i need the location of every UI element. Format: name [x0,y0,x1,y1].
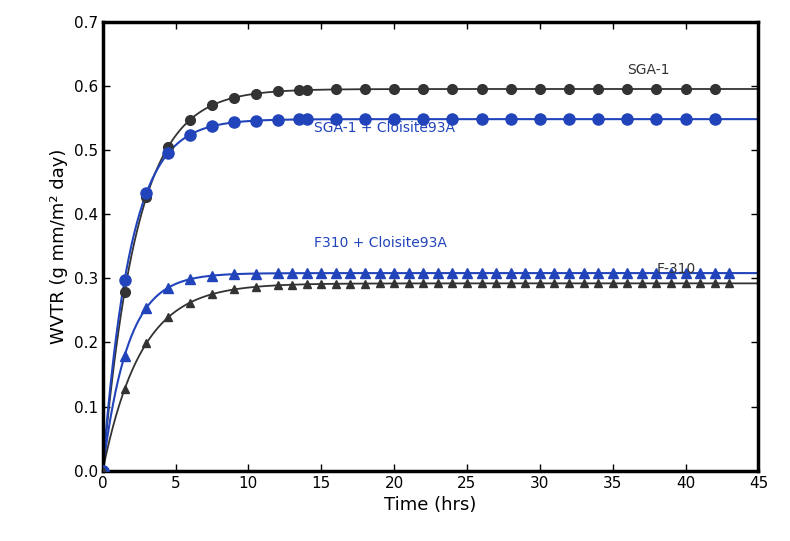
Text: SGA-1 + Cloisite93A: SGA-1 + Cloisite93A [314,121,455,135]
Text: F310 + Cloisite93A: F310 + Cloisite93A [314,236,447,250]
Y-axis label: WVTR (g mm/m² day): WVTR (g mm/m² day) [50,148,68,344]
X-axis label: Time (hrs): Time (hrs) [385,496,476,514]
Text: SGA-1: SGA-1 [627,63,670,77]
Text: F-310: F-310 [656,262,696,276]
